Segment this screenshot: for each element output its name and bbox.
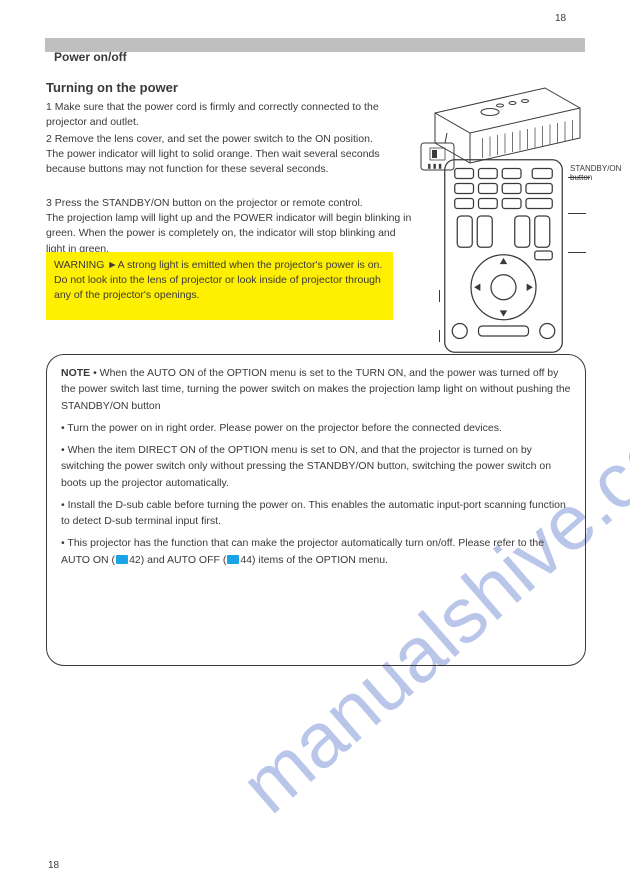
warning-box: WARNING ►A strong light is emitted when … [46,252,393,320]
leader-line [439,330,440,342]
warning-text: WARNING ►A strong light is emitted when … [54,259,382,301]
step-3b: The projection lamp will light up and th… [46,212,411,254]
section-subheading: Turning on the power [46,80,178,95]
note-3: • When the item DIRECT ON of the OPTION … [61,442,571,491]
page-number-bottom: 18 [48,860,59,871]
standby-on-label: STANDBY/ONbutton [570,164,621,182]
step-2: 2 Remove the lens cover, and set the pow… [46,132,416,178]
leader-line [568,213,586,214]
step-3a: 3 Press the STANDBY/ON button on the pro… [46,197,363,209]
page-root: { "meta": { "page_number_bottom": "18", … [0,0,630,893]
note-4: • Install the D-sub cable before turning… [61,497,571,530]
leader-line [439,290,440,302]
step-2b: The power indicator will light to solid … [46,148,380,175]
step-1-text: 1 Make sure that the power cord is firml… [46,101,379,128]
remote-diagram [441,156,566,356]
step-2a: 2 Remove the lens cover, and set the pow… [46,133,373,145]
step-3: 3 Press the STANDBY/ON button on the pro… [46,196,416,257]
section-heading: Power on/off [54,50,127,64]
ref-42: 42 [129,554,141,566]
note-title: NOTE [61,367,90,379]
reference-icon [227,555,239,564]
note-2: • Turn the power on in right order. Plea… [61,420,571,436]
leader-line [568,252,586,253]
page-num-top: 18 [555,13,566,24]
ref-44: 44 [240,554,252,566]
reference-icon [116,555,128,564]
step-1: 1 Make sure that the power cord is firml… [46,100,416,130]
note-box: NOTE • When the AUTO ON of the OPTION me… [46,354,586,666]
note-1: • When the AUTO ON of the OPTION menu is… [61,367,571,412]
